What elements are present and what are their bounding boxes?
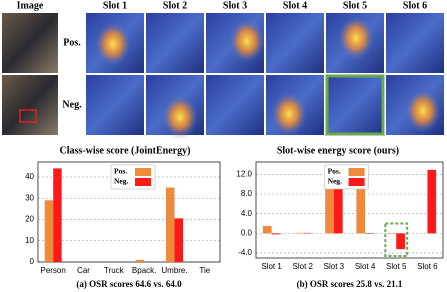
bar [271, 233, 281, 235]
bar [356, 166, 366, 234]
heat-spot [95, 22, 131, 66]
image-tile [146, 13, 204, 73]
x-tick-label: Slot 1 [261, 262, 282, 271]
y-tick-label: 40 [25, 172, 34, 181]
chart-title: Slot-wise energy score (ours) [277, 145, 399, 156]
y-tick-label: 20 [25, 215, 34, 224]
image-tile [386, 13, 444, 73]
heat-spot [405, 89, 441, 133]
legend-swatch [348, 168, 365, 176]
chart-caption: (b) OSR scores 25.8 vs. 21.1 [297, 279, 403, 289]
x-tick-label: Slot 2 [293, 262, 314, 271]
y-tick-label: 0.0 [241, 228, 253, 237]
image-tile [86, 75, 144, 135]
x-tick-label: Slot 3 [324, 262, 345, 271]
bar [166, 187, 175, 262]
bar [325, 175, 334, 234]
row-label: Pos. [63, 37, 81, 48]
x-tick-label: Slot 6 [417, 262, 438, 271]
highlight-box [325, 74, 385, 136]
x-tick-label: Truck [104, 266, 125, 275]
column-header: Image [17, 0, 44, 11]
y-tick-label: 10 [25, 236, 34, 245]
image-tile [2, 75, 58, 135]
plot-frame [37, 161, 221, 263]
bar [174, 218, 183, 262]
column-header: Slot 2 [163, 0, 187, 11]
y-tick-label: 0 [30, 257, 35, 266]
legend-label: Neg. [328, 177, 342, 186]
x-tick-label: Person [40, 266, 65, 275]
heat-spot [338, 16, 374, 60]
x-tick-label: Tie [199, 266, 210, 275]
x-tick-label: Bpack. [132, 266, 156, 275]
y-tick-label: 4.0 [241, 209, 253, 218]
bar [427, 169, 437, 234]
image-tile [2, 13, 58, 73]
legend-label: Pos. [328, 167, 341, 176]
x-tick-label: Car [77, 266, 90, 275]
object-box [19, 109, 37, 123]
y-tick-label: 30 [25, 193, 34, 202]
column-header: Slot 6 [403, 0, 427, 11]
legend-label: Neg. [114, 177, 128, 186]
bar [262, 226, 272, 234]
chart-title: Class-wise score (JointEnergy) [60, 145, 191, 156]
legend-swatch [135, 168, 151, 176]
row-label: Neg. [62, 99, 82, 110]
chart-caption: (a) OSR scores 64.6 vs. 64.0 [76, 279, 182, 289]
bar [333, 175, 343, 234]
bar [44, 200, 54, 262]
image-tile [326, 75, 384, 135]
column-header: Slot 1 [103, 0, 127, 11]
image-tile [266, 13, 324, 73]
legend-swatch [135, 178, 151, 186]
image-tile [206, 75, 264, 135]
x-tick-label: Umbre. [161, 266, 187, 275]
plot-frame [255, 161, 444, 259]
x-tick-label: Slot 4 [355, 262, 376, 271]
bar [53, 168, 62, 262]
highlight-box [384, 222, 409, 258]
heat-spot [229, 19, 265, 63]
heat-spot [162, 95, 198, 139]
legend-swatch [348, 178, 365, 186]
x-tick-label: Slot 5 [386, 262, 407, 271]
heat-spot [271, 92, 307, 136]
bar [396, 233, 405, 250]
y-tick-label: 8.0 [241, 189, 253, 198]
column-header: Slot 5 [343, 0, 367, 11]
y-tick-label: -4.0 [238, 248, 252, 257]
bar [135, 259, 145, 262]
legend-label: Pos. [114, 167, 127, 176]
column-header: Slot 4 [283, 0, 307, 11]
y-tick-label: 12.0 [236, 169, 252, 178]
column-header: Slot 3 [223, 0, 247, 11]
